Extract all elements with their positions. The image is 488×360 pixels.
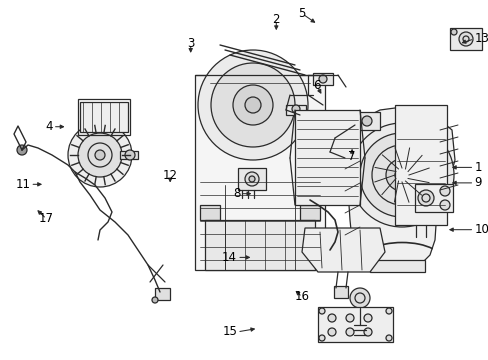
Circle shape: [363, 328, 371, 336]
Circle shape: [385, 308, 391, 314]
Text: 3: 3: [186, 37, 194, 50]
Bar: [333, 286, 347, 298]
Circle shape: [349, 288, 369, 308]
Circle shape: [198, 50, 307, 160]
Circle shape: [450, 29, 456, 35]
Circle shape: [363, 314, 371, 322]
Text: 13: 13: [473, 32, 488, 45]
Text: 2: 2: [272, 13, 280, 26]
Circle shape: [248, 176, 254, 182]
Text: 8: 8: [233, 187, 240, 200]
Circle shape: [385, 159, 417, 191]
Text: 10: 10: [473, 223, 488, 236]
Circle shape: [318, 75, 326, 83]
Circle shape: [325, 247, 334, 257]
Circle shape: [331, 150, 339, 158]
Circle shape: [346, 328, 353, 336]
Circle shape: [318, 335, 325, 341]
Circle shape: [125, 150, 135, 160]
Circle shape: [152, 297, 158, 303]
Bar: [449, 28, 481, 50]
Text: 1: 1: [473, 161, 481, 174]
Circle shape: [232, 85, 272, 125]
Circle shape: [359, 133, 443, 217]
Circle shape: [458, 32, 472, 46]
Circle shape: [210, 63, 294, 147]
Circle shape: [385, 335, 391, 341]
Text: 7: 7: [347, 150, 355, 163]
Bar: [80, 102, 128, 132]
Circle shape: [244, 97, 261, 113]
Text: 16: 16: [294, 291, 309, 303]
Circle shape: [417, 190, 433, 206]
Circle shape: [78, 133, 122, 177]
Circle shape: [318, 308, 325, 314]
Bar: [120, 151, 138, 159]
Bar: [325, 148, 346, 160]
Circle shape: [327, 328, 335, 336]
Polygon shape: [345, 108, 454, 265]
Circle shape: [439, 186, 449, 196]
Text: 9: 9: [473, 176, 481, 189]
Text: 5: 5: [298, 7, 305, 20]
Circle shape: [95, 150, 105, 160]
Text: 4: 4: [45, 120, 53, 133]
Bar: [294, 110, 359, 205]
Bar: [285, 105, 305, 115]
Text: 14: 14: [222, 251, 237, 264]
Circle shape: [68, 123, 132, 187]
Bar: [238, 168, 265, 190]
Polygon shape: [302, 228, 384, 272]
Text: 15: 15: [222, 325, 237, 338]
Bar: [204, 220, 314, 270]
Bar: [369, 260, 424, 272]
Bar: [155, 288, 170, 300]
Circle shape: [394, 168, 408, 182]
Circle shape: [424, 116, 434, 126]
Circle shape: [346, 314, 353, 322]
Text: 17: 17: [39, 212, 54, 225]
Bar: [417, 110, 442, 128]
Text: 11: 11: [15, 178, 30, 191]
Circle shape: [291, 105, 299, 113]
Circle shape: [439, 200, 449, 210]
Bar: [394, 105, 446, 225]
Bar: [414, 184, 452, 212]
Circle shape: [327, 314, 335, 322]
Text: 12: 12: [163, 169, 177, 182]
Bar: [78, 99, 130, 135]
Bar: [317, 307, 392, 342]
Bar: [299, 205, 319, 220]
Bar: [354, 112, 379, 130]
Text: 6: 6: [312, 79, 320, 92]
Bar: [200, 205, 220, 220]
Bar: [312, 73, 332, 85]
Bar: [195, 75, 325, 270]
Circle shape: [17, 145, 27, 155]
Circle shape: [349, 123, 453, 227]
Circle shape: [361, 116, 371, 126]
Circle shape: [244, 172, 259, 186]
